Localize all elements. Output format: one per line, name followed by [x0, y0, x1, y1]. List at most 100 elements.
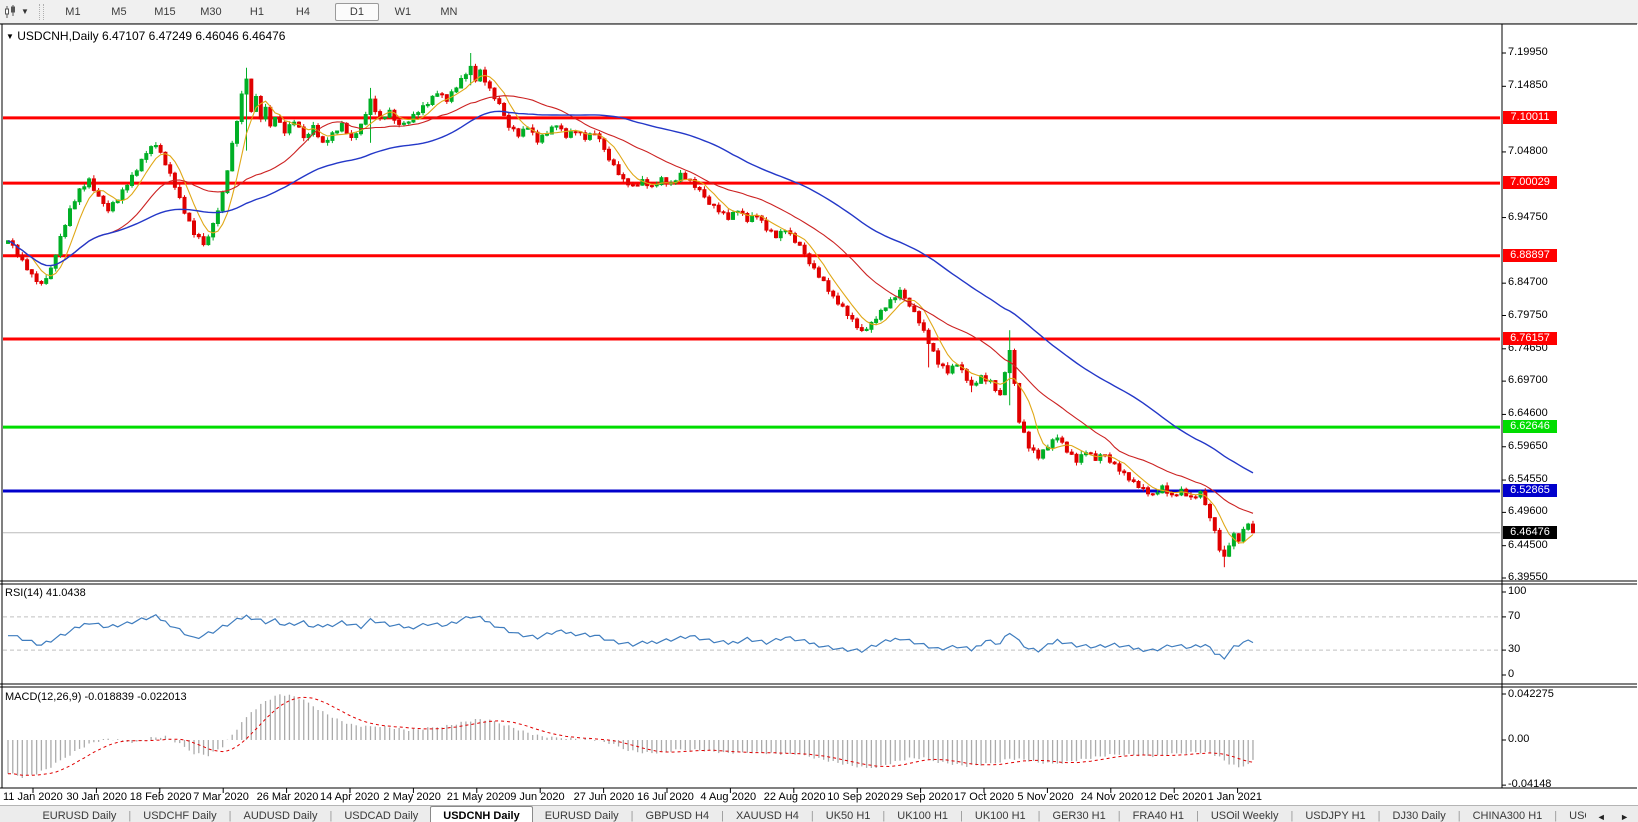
hline-price-label[interactable]: 7.00029	[1503, 176, 1557, 190]
date-axis-label[interactable]: 27 Jun 2020	[573, 791, 635, 803]
scroll-right-arrow[interactable]: ►	[1620, 812, 1629, 822]
scroll-left-arrow[interactable]: ◄	[1596, 812, 1606, 822]
price-axis-tick-label: 6.84700	[1508, 276, 1548, 289]
fast-ma	[7, 74, 1254, 544]
tab-usdcad-daily[interactable]: USDCAD Daily	[344, 810, 419, 822]
chevron-down-icon[interactable]: ▼	[21, 7, 29, 16]
tab-separator: |	[630, 810, 634, 822]
macd-signal-line	[7, 696, 1254, 776]
tab-ger30-h1[interactable]: GER30 H1	[1052, 810, 1106, 822]
timeframe-button-M1[interactable]: M1	[65, 6, 81, 18]
tab-separator: |	[810, 810, 814, 822]
timeframe-button-W1[interactable]: W1	[394, 6, 412, 18]
tab-separator: |	[1195, 810, 1199, 822]
macd-axis-label: 0.00	[1508, 733, 1530, 745]
date-axis-label[interactable]: 10 Sep 2020	[827, 791, 890, 803]
date-axis-label[interactable]: 7 Mar 2020	[193, 791, 249, 803]
date-axis-label[interactable]: 29 Sep 2020	[890, 791, 953, 803]
hline-price-label[interactable]: 6.52865	[1503, 484, 1557, 498]
timeframe-button-D1[interactable]: D1	[334, 3, 379, 21]
tab-dj30-daily[interactable]: DJ30 Daily	[1392, 810, 1446, 822]
slow-ma	[7, 110, 1254, 474]
rsi-level-label: 0	[1508, 668, 1515, 680]
tab-eurusd-daily[interactable]: EURUSD Daily	[544, 810, 619, 822]
date-axis-label[interactable]: 18 Feb 2020	[129, 791, 192, 803]
price-axis-tick-label: 6.54550	[1508, 473, 1548, 486]
tab-usoil-weekly[interactable]: USOil Weekly	[1210, 810, 1279, 822]
tab-separator: |	[228, 810, 232, 822]
date-axis-label[interactable]: 26 Mar 2020	[256, 791, 319, 803]
tab-scroll-arrows: ◄ ►	[1585, 807, 1634, 822]
hline-price-label[interactable]: 7.10011	[1503, 110, 1557, 124]
price-axis-tick-label: 6.44500	[1508, 538, 1548, 551]
price-axis-tick-label: 7.19950	[1508, 46, 1548, 58]
tab-separator: |	[960, 810, 963, 822]
macd-axis-label: -0.04148	[1508, 778, 1552, 791]
candles-down	[10, 63, 1255, 568]
tab-audusd-daily[interactable]: AUDUSD Daily	[243, 810, 318, 822]
tab-uk50-h1[interactable]: UK50 H1	[825, 810, 871, 822]
rsi-line	[8, 613, 1254, 660]
tab-separator: |	[1290, 810, 1294, 822]
tab-gbpusd-h4[interactable]: GBPUSD H4	[645, 810, 710, 822]
macd-axis-label: 0.042275	[1508, 688, 1554, 700]
symbol-dropdown-icon[interactable]: ▼	[6, 32, 14, 41]
hline-price-label[interactable]: 6.88897	[1503, 248, 1557, 262]
price-axis-tick-label: 6.39550	[1508, 571, 1548, 583]
tab-uk100-h1[interactable]: UK100 H1	[974, 810, 1026, 822]
date-axis-label[interactable]: 2 May 2020	[383, 791, 441, 803]
rsi-level-label: 100	[1508, 585, 1527, 597]
tab-separator: |	[1554, 810, 1558, 822]
date-axis-label[interactable]: 16 Jul 2020	[637, 791, 694, 803]
date-axis-label[interactable]: 9 Jun 2020	[510, 791, 565, 803]
tab-eurusd-daily[interactable]: EURUSD Daily	[42, 810, 117, 822]
date-axis-label[interactable]: 17 Oct 2020	[954, 791, 1014, 803]
date-axis-label[interactable]: 21 May 2020	[446, 791, 511, 803]
date-axis-label[interactable]: 22 Aug 2020	[763, 791, 826, 803]
tab-separator: |	[128, 810, 132, 822]
hline-price-label[interactable]: 6.62646	[1503, 420, 1557, 434]
price-axis-tick-label: 6.94750	[1508, 210, 1548, 223]
date-axis-label[interactable]: 4 Aug 2020	[700, 791, 757, 803]
tab-usdcnh-daily[interactable]: USDCNH Daily	[430, 806, 533, 822]
tab-fra40-h1[interactable]: FRA40 H1	[1132, 810, 1184, 822]
tab-separator: |	[1377, 810, 1381, 822]
chart-title: ▼ USDCNH,Daily 6.47107 6.47249 6.46046 6…	[6, 29, 285, 43]
tab-uk100-h1[interactable]: UK100 H1	[897, 810, 949, 822]
tab-xauusd-h4[interactable]: XAUUSD H4	[735, 810, 799, 822]
date-axis-label[interactable]: 14 Apr 2020	[320, 791, 380, 803]
date-axis-label[interactable]: 11 Jan 2020	[3, 791, 63, 803]
price-axis-tick-label: 6.64600	[1508, 407, 1548, 420]
chart-tab-bar: EURUSD Daily | USDCHF Daily | AUDUSD Daily | U…	[0, 805, 1638, 822]
timeframe-button-M5[interactable]: M5	[111, 6, 127, 18]
candlestick-chart-icon[interactable]	[4, 4, 19, 19]
timeframe-button-M30[interactable]: M30	[200, 6, 222, 18]
timeframe-button-MN[interactable]: MN	[440, 6, 458, 18]
rsi-level-label: 70	[1508, 609, 1521, 622]
timeframe-button-M15[interactable]: M15	[154, 6, 176, 18]
tab-usdchf-daily[interactable]: USDCHF Daily	[143, 810, 217, 822]
tab-separator: |	[329, 810, 333, 822]
current-price-label: 6.46476	[1503, 525, 1557, 539]
tab-separator: |	[882, 810, 886, 822]
tab-separator: |	[1117, 810, 1121, 822]
date-axis-label[interactable]: 5 Nov 2020	[1017, 791, 1074, 803]
tab-china300-h1[interactable]: CHINA300 H1	[1472, 810, 1543, 822]
hline-price-label[interactable]: 6.76157	[1503, 331, 1557, 345]
timeframe-button-H4[interactable]: H4	[295, 6, 310, 18]
date-axis-label[interactable]: 1 Jan 2021	[1207, 791, 1263, 803]
toolbar-grip-handle[interactable]	[38, 3, 44, 20]
tab-separator: |	[1457, 810, 1461, 822]
tab-usdjpy-h1[interactable]: USDJPY H1	[1305, 810, 1366, 822]
tab-separator: |	[1037, 810, 1041, 822]
macd-histogram	[7, 694, 1254, 778]
chart-ohlc-values: 6.47107 6.47249 6.46046 6.46476	[101, 29, 286, 43]
date-axis-label[interactable]: 30 Jan 2020	[66, 791, 127, 803]
chart-symbol-period: USDCNH,Daily	[17, 29, 99, 43]
timeframe-button-H1[interactable]: H1	[249, 6, 264, 18]
date-axis-label[interactable]: 24 Nov 2020	[1080, 791, 1144, 803]
date-axis-label[interactable]: 12 Dec 2020	[1144, 791, 1207, 803]
